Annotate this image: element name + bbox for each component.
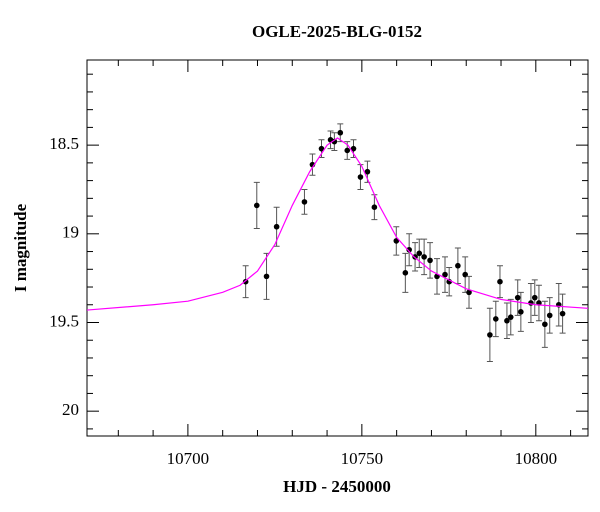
plot-area: [87, 123, 588, 363]
data-point: [406, 246, 412, 253]
data-point: [350, 145, 357, 152]
x-tick-label: 10750: [341, 449, 384, 468]
data-point: [466, 289, 472, 296]
x-axis-label: HJD - 2450000: [283, 477, 391, 496]
data-point: [273, 223, 280, 230]
data-point: [337, 129, 344, 136]
x-tick-label: 10700: [167, 449, 210, 468]
data-point: [318, 145, 325, 152]
plot-frame: [86, 59, 589, 437]
data-point: [487, 332, 493, 338]
data-point: [455, 262, 461, 269]
data-point: [507, 314, 514, 320]
data-point: [504, 317, 510, 324]
y-tick-label: 18.5: [49, 134, 79, 153]
data-point: [421, 254, 427, 260]
data-point: [497, 278, 503, 285]
data-point: [331, 138, 338, 145]
data-point: [531, 294, 538, 301]
y-tick-label: 20: [62, 400, 79, 419]
data-point: [393, 238, 400, 244]
data-point: [427, 257, 433, 264]
data-point: [493, 316, 499, 322]
y-tick-label: 19: [62, 223, 79, 242]
data-point: [263, 273, 270, 280]
data-point: [364, 168, 371, 175]
x-tick-label: 10800: [515, 449, 558, 468]
data-point: [402, 270, 409, 276]
data-point: [559, 310, 566, 317]
data-point: [442, 271, 448, 278]
data-point: [371, 204, 378, 211]
data-point: [542, 321, 548, 328]
y-axis-label: I magnitude: [11, 203, 30, 292]
data-point: [416, 250, 423, 257]
data-point: [528, 300, 534, 306]
model-curve: [87, 137, 588, 311]
data-point: [357, 174, 364, 180]
data-point: [514, 294, 521, 301]
data-point: [301, 199, 308, 205]
chart-title: OGLE-2025-BLG-0152: [252, 22, 422, 41]
data-point: [546, 312, 553, 319]
y-tick-label: 19.5: [49, 311, 79, 330]
data-point: [344, 147, 351, 154]
data-point: [518, 309, 524, 315]
data-point: [253, 202, 260, 209]
